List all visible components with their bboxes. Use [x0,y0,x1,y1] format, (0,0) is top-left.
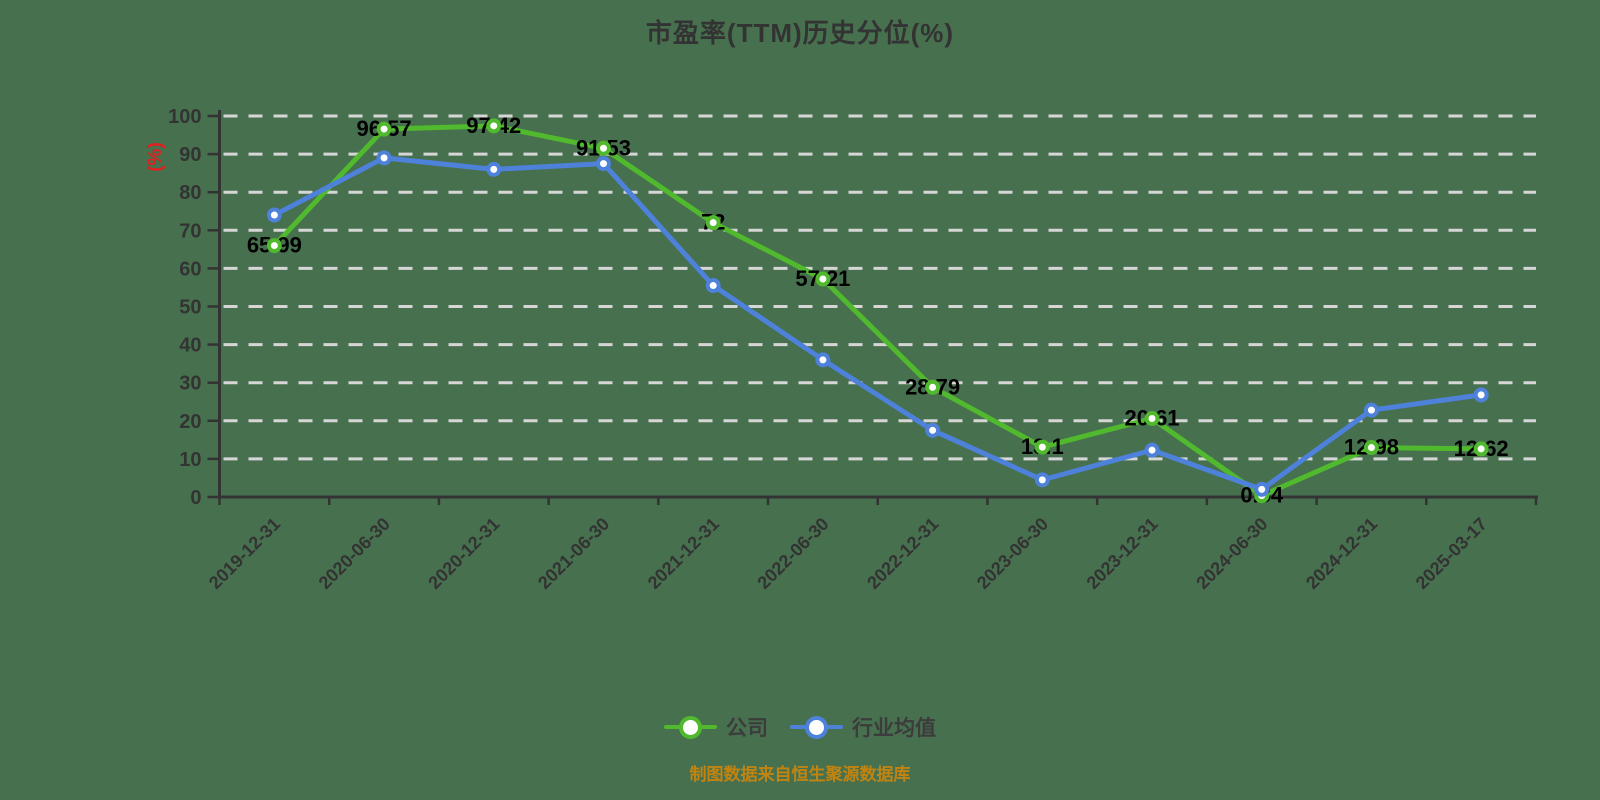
grid-lines [223,114,1536,461]
data-point-industry-average [1363,402,1379,418]
data-point-industry-average [595,156,611,172]
y-tick-label: 100 [168,106,201,128]
data-point-company [1363,440,1379,456]
data-point-industry-average [1473,387,1489,403]
legend-item-company[interactable]: 公司 [664,712,768,742]
data-point-company [705,215,721,231]
y-tick-label: 90 [179,144,201,166]
series-line-industry-average [271,155,1484,492]
company-series-marker-icon [664,714,717,740]
y-tick-label: 0 [190,487,201,509]
x-tick-label: 2019-12-31 [205,514,284,593]
x-tick-label: 2020-06-30 [315,514,394,593]
legend: 公司 行业均值 [0,712,1600,742]
y-axis-ticks: 0 10 20 30 40 50 60 70 80 90 100 [168,106,220,509]
data-point-industry-average [925,422,941,438]
series-line-company [271,123,1484,499]
x-tick-label: 2024-06-30 [1192,514,1271,593]
x-tick-label: 2023-12-31 [1083,514,1162,593]
data-source-note: 制图数据来自恒生聚源数据库 [689,765,911,784]
data-point-company [815,271,831,287]
x-tick-label: 2020-12-31 [424,514,503,593]
data-point-company [595,140,611,156]
data-point-industry-average [486,161,502,177]
x-tick-label: 2022-06-30 [753,514,832,593]
data-point-company [1144,410,1160,426]
data-point-company [925,379,941,395]
data-point-industry-average [1034,472,1050,488]
data-labels: 65.9996.5797.4291.537257.2128.7913.120.6… [247,113,1509,508]
x-tick-label: 2021-12-31 [644,514,723,593]
data-point-industry-average [815,352,831,368]
data-point-industry-average [376,150,392,166]
data-point-company [486,118,502,134]
y-tick-label: 30 [179,373,201,395]
axes [218,110,1538,499]
data-point-company [266,238,282,254]
legend-item-industry-average[interactable]: 行业均值 [790,712,936,742]
data-point-company [1473,441,1489,457]
series-markers-industry-average [266,150,1489,497]
y-tick-label: 50 [179,297,201,319]
y-tick-label: 70 [179,220,201,242]
data-point-industry-average [1254,481,1270,497]
x-tick-label: 2023-06-30 [973,514,1052,593]
y-tick-label: 40 [179,335,201,357]
data-point-industry-average [266,207,282,223]
x-tick-label: 2021-06-30 [534,514,613,593]
data-point-company [376,121,392,137]
x-axis-ticks [218,497,1538,505]
legend-label-company: 公司 [726,717,768,740]
y-tick-label: 20 [179,411,201,433]
y-tick-label: 80 [179,182,201,204]
data-point-industry-average [705,278,721,294]
y-tick-label: 10 [179,449,201,471]
y-tick-label: 60 [179,258,201,280]
industry-average-series-marker-icon [790,714,843,740]
series-markers-company [266,118,1489,504]
x-tick-label: 2024-12-31 [1302,514,1381,593]
data-point-company [1034,439,1050,455]
chart-title: 市盈率(TTM)历史分位(%) [645,18,955,48]
x-axis-labels: 2019-12-31 2020-06-30 2020-12-31 2021-06-30… [205,514,1491,593]
x-tick-label: 2022-12-31 [863,514,942,593]
x-tick-label: 2025-03-17 [1412,514,1491,593]
legend-label-industry-average: 行业均值 [852,717,936,740]
data-point-industry-average [1144,442,1160,458]
